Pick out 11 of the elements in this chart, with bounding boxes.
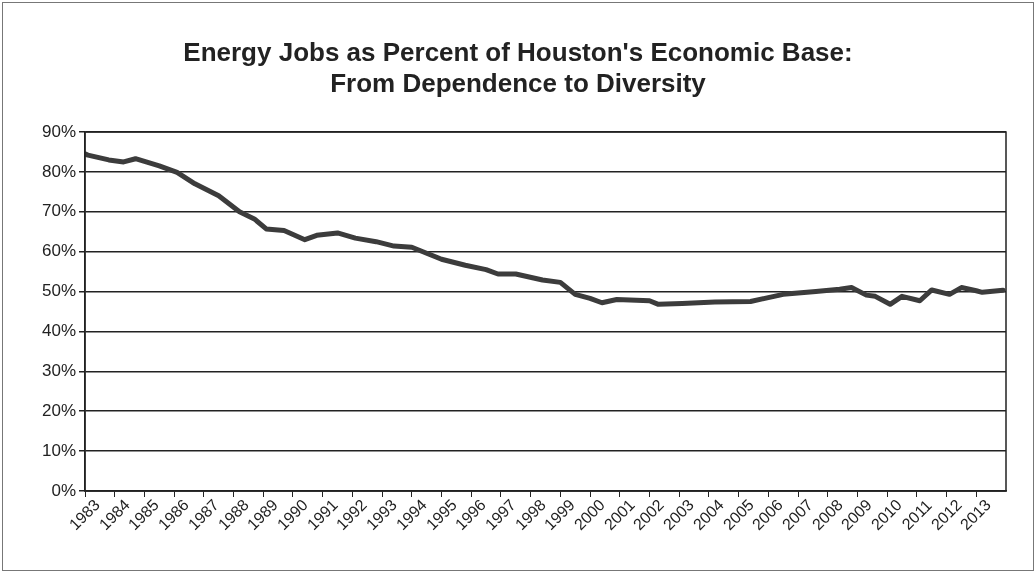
- y-tick-label: 70%: [41, 201, 76, 221]
- y-tick-label: 50%: [41, 281, 76, 301]
- y-tick-label: 30%: [41, 361, 76, 381]
- y-tick-label: 80%: [41, 161, 76, 181]
- y-tick-label: 90%: [41, 121, 76, 141]
- y-tick-label: 60%: [41, 241, 76, 261]
- y-tick-label: 0%: [51, 480, 76, 500]
- y-tick-label: 20%: [41, 400, 76, 420]
- chart-title: Energy Jobs as Percent of Houston's Economic Base: From Dependence to Diversity: [182, 37, 854, 99]
- y-tick-label: 10%: [41, 440, 76, 460]
- y-tick-label: 40%: [41, 321, 76, 341]
